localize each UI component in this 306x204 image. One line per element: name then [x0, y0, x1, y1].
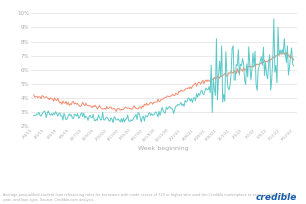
- Text: Average prequalified student loan refinancing rates for borrowers with credit sc: Average prequalified student loan refina…: [3, 193, 296, 202]
- X-axis label: Week beginning: Week beginning: [138, 146, 189, 151]
- Text: credible: credible: [256, 193, 297, 202]
